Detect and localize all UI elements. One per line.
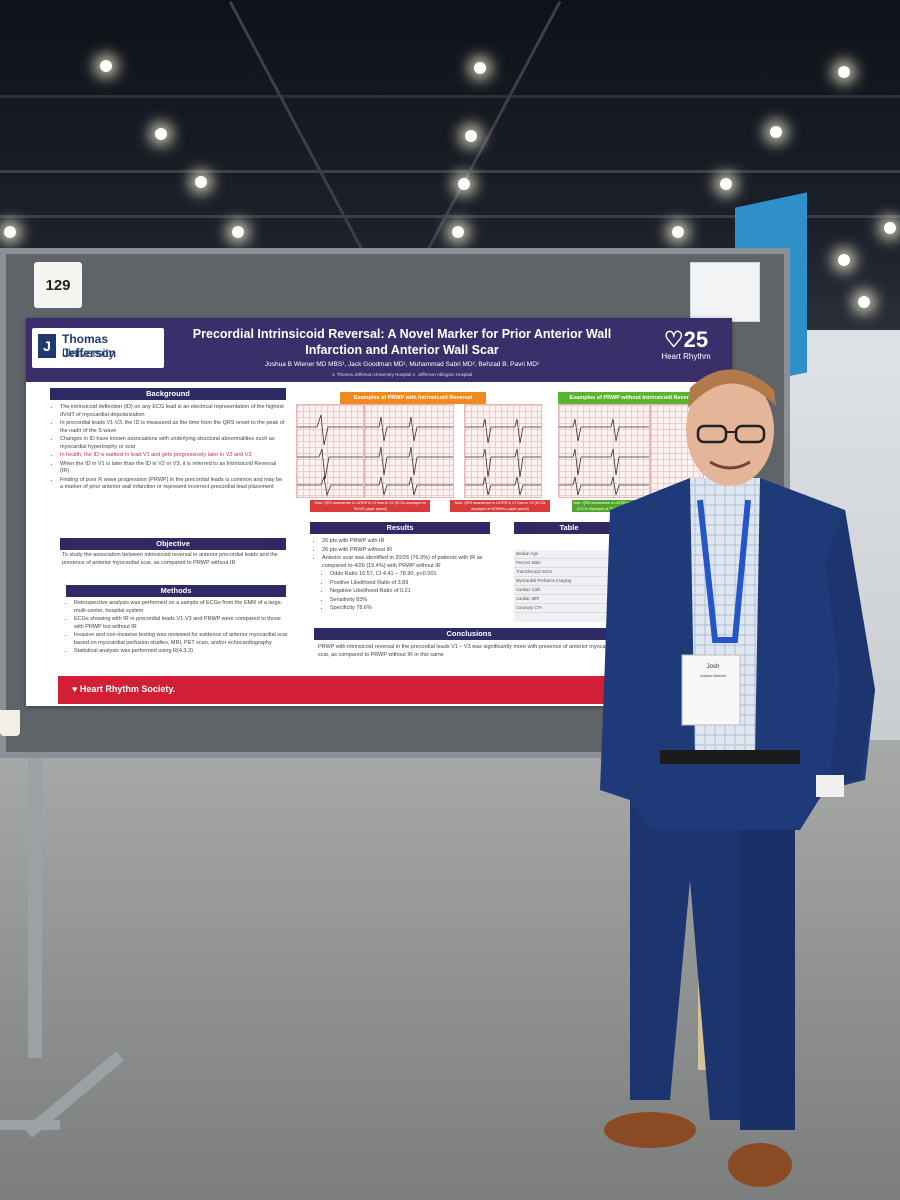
presenter-sign-card	[690, 262, 760, 322]
conclusions-heading: Conclusions	[314, 628, 624, 640]
ecg-note: Note: QRS downstroke is LATER in V1 than…	[310, 500, 430, 512]
jefferson-shield-icon: J	[38, 334, 56, 358]
board-left-base	[0, 1120, 60, 1130]
table-row: Cardiac Cath	[514, 586, 624, 595]
table-row: Cardiac MRI	[514, 595, 624, 604]
table-row: Median Age	[514, 550, 624, 559]
table-row: Coronary CTA	[514, 604, 624, 613]
background-heading: Background	[50, 388, 286, 400]
background-item: In precordial leads V1-V3, the ID is mea…	[60, 420, 286, 435]
conclusions-text: PRWP with intrinsicoid reversal in the p…	[318, 644, 616, 658]
badge-full-name: Joshua Wiener	[699, 673, 727, 678]
institution-line1: Thomas Jefferson	[62, 332, 117, 360]
background-item: Finding of poor R wave progression (PRWP…	[60, 477, 286, 492]
objective-heading: Objective	[60, 538, 286, 550]
ecg-note: Note: QRS downstroke is LATER in V1 than…	[450, 500, 550, 512]
paper-cup	[0, 710, 20, 736]
poster-affiliations: 1. Thomas Jefferson University Hospital …	[331, 372, 473, 377]
methods-item: Statistical analysis was performed using…	[74, 648, 288, 656]
poster-authors: Joshua B Wiener MD MBS¹, Jack Goodman MD…	[264, 361, 540, 368]
examples-without-ir-heading: Examples of PRWP without Intrinsicoid Re…	[558, 392, 708, 404]
heart-icon: ♡	[663, 327, 684, 352]
table-row: Percent Male	[514, 559, 624, 568]
results-item: Anterior scar was identified in 20/26 (7…	[322, 555, 494, 570]
demographics-table: Median Age Percent Male Transthoracic Ec…	[514, 550, 624, 622]
results-item: 26 pts with PRWP without IR	[322, 547, 494, 555]
footer-logo-text: ♥ Heart Rhythm Society.	[72, 684, 175, 694]
results-item: Specificity 78.6%	[330, 605, 494, 613]
badge-first-name: Josh	[706, 664, 720, 670]
results-item: Sensitivity 83%	[330, 597, 494, 605]
results-heading: Results	[310, 522, 490, 534]
board-number: 129	[45, 276, 71, 294]
results-item: 26 pts with PRWP with IR	[322, 538, 494, 546]
logo-text: Heart Rhythm	[661, 352, 711, 361]
presenter	[600, 369, 875, 1187]
methods-heading: Methods	[66, 585, 286, 597]
board-number-card: 129	[34, 262, 82, 308]
ecg-strip	[558, 404, 650, 498]
methods-text: Retrospective analysis was performed on …	[66, 600, 288, 657]
examples-with-ir-heading: Examples of PRWP with Intrinsicoid Rever…	[340, 392, 486, 404]
ecg-strip	[296, 404, 364, 498]
ecg-strip	[364, 404, 454, 498]
results-text: 26 pts with PRWP with IR 26 pts with PRW…	[314, 538, 494, 614]
poster-header: J Thomas Jefferson University Precordial…	[26, 318, 732, 382]
heart-rhythm-logo: ♡25 Heart Rhythm	[646, 327, 726, 362]
table-heading: Table	[514, 522, 624, 534]
table-row: Transthoracic Echo	[514, 568, 624, 577]
poster-footer: ♥ Heart Rhythm Society.	[58, 676, 610, 704]
objective-text: To study the association between intrins…	[62, 552, 278, 566]
ecg-strip	[464, 404, 542, 498]
background-item: When the ID in V1 is later than the ID i…	[60, 461, 286, 476]
heart-icon: ♥	[72, 684, 80, 694]
results-item: Positive Likelihood Ratio of 3.89	[330, 580, 494, 588]
institution-line2: University	[62, 346, 115, 360]
jefferson-logo: J Thomas Jefferson University	[32, 328, 164, 368]
footer-label: Heart Rhythm Society.	[79, 684, 176, 694]
logo-number: 25	[683, 327, 709, 352]
results-item: Negative Likelihood Ratio of 0.21	[330, 588, 494, 596]
board-left-post	[28, 758, 42, 1058]
table-row: Myocardial Perfusion Imaging	[514, 577, 624, 586]
methods-item: ECGs showing with IR in precordial leads…	[74, 616, 288, 631]
poster-title: Precordial Intrinsicoid Reversal: A Nove…	[192, 327, 612, 357]
background-item: Changes in ID have known associations wi…	[60, 436, 286, 451]
background-item: In health, the ID is earliest in lead V1…	[60, 452, 286, 460]
results-item: Odds Ratio 16.57, CI 4.41 – 78.90, p<0.0…	[330, 571, 494, 579]
methods-item: Retrospective analysis was performed on …	[74, 600, 288, 615]
methods-item: Invasive and non-invasive testing was re…	[74, 632, 288, 647]
background-item: The intrinsicoid deflection (ID) on any …	[60, 404, 286, 419]
background-text: The intrinsicoid deflection (ID) on any …	[52, 404, 286, 493]
